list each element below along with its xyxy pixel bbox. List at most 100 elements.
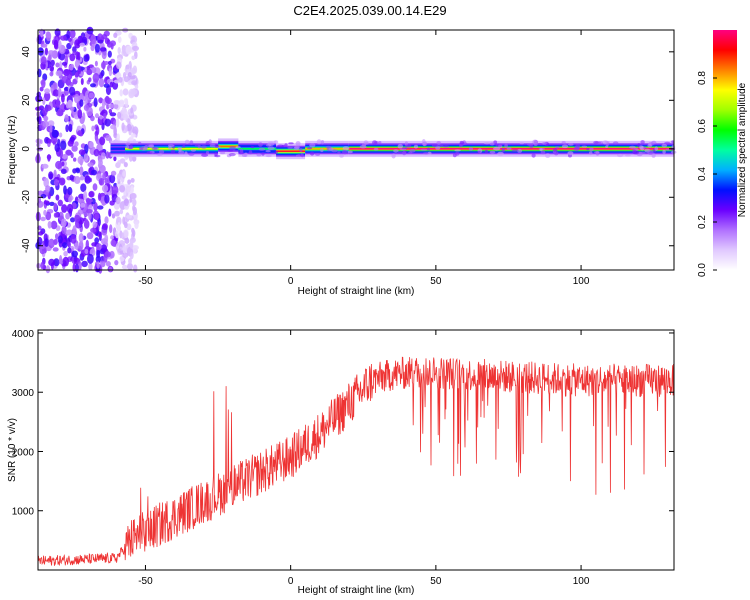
- colorbar-label: Normalized spectral amplitude: [737, 82, 748, 217]
- spectrogram-signal-band: [218, 145, 239, 148]
- spectrogram-halo-cell: [337, 151, 341, 155]
- spectrogram-noise-cell: [92, 72, 100, 83]
- spectrogram-halo-cell: [248, 150, 253, 155]
- spectrogram-halo-cell: [651, 140, 657, 145]
- spectrogram-noise-cell: [45, 265, 51, 274]
- snr-frame: [37, 329, 675, 571]
- spectrogram-noise-cell: [84, 175, 91, 184]
- spectrogram-noise-cell: [119, 209, 124, 215]
- spectrogram-halo-cell: [205, 151, 210, 155]
- spectrogram-halo-cell: [316, 139, 322, 145]
- spectrogram-noise-cell: [57, 199, 63, 207]
- spectrogram-noise-cell: [77, 155, 84, 165]
- spectrogram-halo-cell: [294, 145, 300, 149]
- spectrogram-noise-cell: [43, 200, 50, 205]
- spectrogram-noise-cell: [124, 237, 130, 244]
- spectrogram-noise-cell: [115, 230, 119, 239]
- spectrogram-noise-cell: [91, 125, 95, 132]
- spectrogram-noise-cell: [125, 185, 131, 193]
- spectrogram-halo-cell: [489, 142, 495, 146]
- spectrogram-noise-cell: [43, 209, 47, 216]
- spectrogram-halo-cell: [159, 149, 165, 155]
- spectrogram-halo-cell: [454, 149, 461, 152]
- spectrogram-halo-cell: [625, 154, 631, 157]
- spectrogram-halo-cell: [182, 145, 186, 148]
- spectrogram-noise-cell: [118, 77, 123, 83]
- spectrogram-halo-cell: [144, 145, 148, 150]
- spectrogram-noise-cell: [90, 115, 95, 122]
- spectrogram-noise-cell: [115, 118, 120, 128]
- spectrogram-noise-cell: [57, 87, 62, 98]
- spectrogram-noise-cell: [78, 149, 86, 156]
- spectrogram-noise-cell: [74, 242, 79, 250]
- spectrogram-noise-cell: [48, 258, 55, 266]
- spectrogram-halo-cell: [420, 148, 428, 151]
- spectrogram-noise-cell: [105, 261, 111, 267]
- spectrogram-halo-cell: [372, 140, 378, 146]
- spectrogram-noise-cell: [108, 60, 112, 66]
- spectrogram-halo-cell: [184, 151, 188, 156]
- spectrogram-noise-cell: [83, 152, 89, 162]
- spectrogram-halo-cell: [288, 142, 294, 145]
- spectrogram-halo-cell: [531, 153, 536, 158]
- spectrogram-noise-cell: [69, 29, 76, 39]
- spectrogram-noise-cell: [127, 118, 131, 126]
- colorbar-tick-label: 0.6: [697, 119, 708, 133]
- spectrogram-noise-cell: [42, 107, 48, 116]
- spectrogram-halo-cell: [295, 154, 301, 157]
- spectrogram-noise-cell: [124, 204, 129, 210]
- spectrogram-signal-band: [110, 148, 126, 150]
- spectrogram-halo-cell: [139, 147, 144, 150]
- spectrogram-noise-cell: [109, 250, 115, 259]
- spectrogram-noise-cell: [74, 214, 81, 223]
- spectrogram-noise-cell: [109, 81, 114, 88]
- snr-x-label: Height of straight line (km): [298, 585, 415, 596]
- spectrogram-noise-cell: [110, 239, 116, 247]
- spectrogram-halo-cell: [284, 143, 288, 147]
- spectrogram-halo-cell: [378, 141, 382, 144]
- spectrogram-noise-cell: [96, 261, 100, 269]
- spectrogram-noise-cell: [45, 211, 52, 221]
- spectrogram-noise-cell: [45, 185, 51, 193]
- spectrogram-noise-cell: [126, 214, 133, 219]
- spectrogram-noise-cell: [97, 192, 102, 201]
- spectrogram-noise-cell: [80, 183, 87, 192]
- spectrogram-halo-cell: [347, 150, 353, 154]
- spectrogram-noise-cell: [59, 148, 63, 159]
- colorbar: 0.0 0.2 0.4 0.6 0.8 Normalized spectral ampl…: [697, 30, 748, 277]
- spectrogram-halo-cell: [315, 153, 320, 156]
- spectrogram-noise-cell: [61, 218, 67, 228]
- spectrogram-noise-cell: [52, 247, 59, 252]
- spectrogram-noise-cell: [127, 262, 133, 271]
- spectrogram-noise-cell: [101, 49, 107, 60]
- spectrogram-noise-cell: [94, 60, 98, 67]
- spectrogram-noise-cell: [109, 174, 116, 184]
- spectrogram-halo-cell: [401, 147, 408, 150]
- spectrogram-halo-cell: [397, 143, 403, 149]
- spectrogram-halo-cell: [405, 144, 412, 148]
- spectrogram-noise-cell: [61, 61, 68, 66]
- spectrogram-noise-cell: [116, 173, 122, 182]
- spectrogram-halo-cell: [229, 146, 236, 151]
- spectrogram-halo-cell: [639, 151, 646, 155]
- spectrogram-noise-cell: [101, 228, 108, 236]
- spectrogram-y-label: Frequency (Hz): [7, 116, 18, 185]
- spectrogram-halo-cell: [261, 152, 265, 156]
- spectrogram-noise-cell: [83, 190, 88, 201]
- spectrogram-noise-cell: [85, 239, 90, 250]
- spectrogram-noise-cell: [133, 264, 138, 273]
- spectrogram-halo-cell: [188, 152, 195, 156]
- spectrogram-noise-cell: [104, 118, 111, 127]
- spectrogram-halo-cell: [438, 144, 444, 147]
- spectrogram-noise-cell: [82, 112, 86, 122]
- spectrogram-noise-cell: [109, 224, 113, 234]
- spectrogram-noise-cell: [97, 218, 101, 226]
- spectrogram-noise-cell: [58, 132, 63, 138]
- spectrogram-halo-cell: [393, 149, 399, 153]
- spectrogram-noise-cell: [125, 64, 130, 70]
- spectrogram-noise-cell: [128, 258, 132, 265]
- spectrogram-halo-cell: [228, 153, 236, 157]
- spectrogram-noise-cell: [123, 162, 128, 168]
- spectrogram-halo-cell: [532, 139, 538, 145]
- spectrogram-halo-cell: [589, 147, 594, 152]
